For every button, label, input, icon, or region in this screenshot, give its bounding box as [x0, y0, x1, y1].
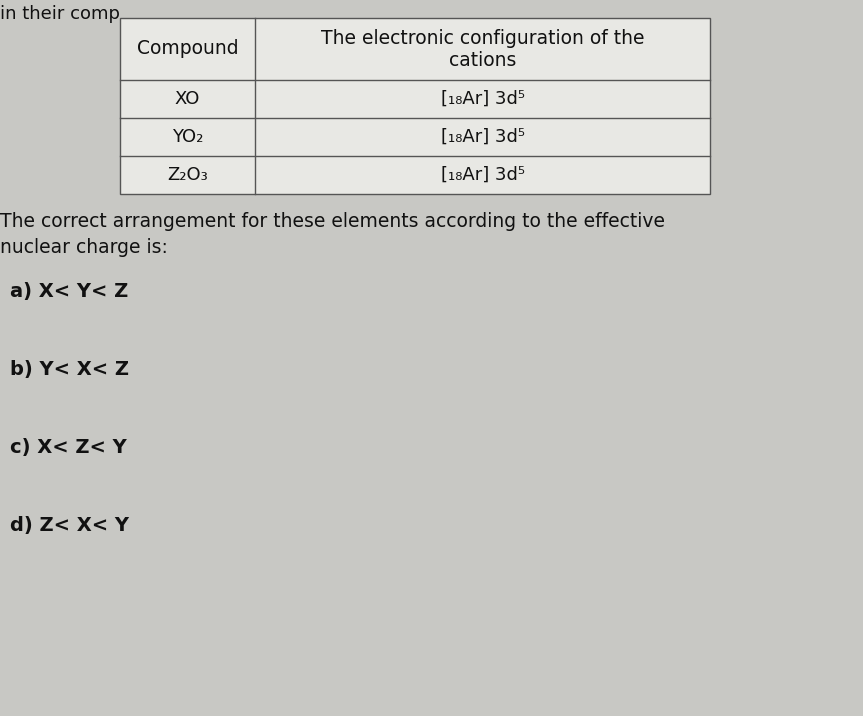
Text: The correct arrangement for these elements according to the effective: The correct arrangement for these elemen… [0, 212, 665, 231]
Bar [120, 18, 710, 194]
Text: [₁₈Ar] 3d⁵: [₁₈Ar] 3d⁵ [440, 90, 525, 108]
Text: The electronic configuration of the: The electronic configuration of the [321, 29, 645, 49]
Text: cations: cations [449, 52, 516, 70]
Text: YO₂: YO₂ [172, 128, 203, 146]
Text: b) Y< X< Z: b) Y< X< Z [10, 360, 129, 379]
Text: a) X< Y< Z: a) X< Y< Z [10, 282, 129, 301]
Text: in their comp: in their comp [0, 5, 120, 23]
Text: nuclear charge is:: nuclear charge is: [0, 238, 168, 257]
Text: XO: XO [175, 90, 200, 108]
Text: Z₂O₃: Z₂O₃ [167, 166, 208, 184]
Text: d) Z< X< Y: d) Z< X< Y [10, 516, 129, 535]
Text: Compound: Compound [136, 39, 238, 59]
Text: [₁₈Ar] 3d⁵: [₁₈Ar] 3d⁵ [440, 166, 525, 184]
Bar [120, 18, 710, 194]
Text: [₁₈Ar] 3d⁵: [₁₈Ar] 3d⁵ [440, 128, 525, 146]
Text: c) X< Z< Y: c) X< Z< Y [10, 438, 127, 457]
